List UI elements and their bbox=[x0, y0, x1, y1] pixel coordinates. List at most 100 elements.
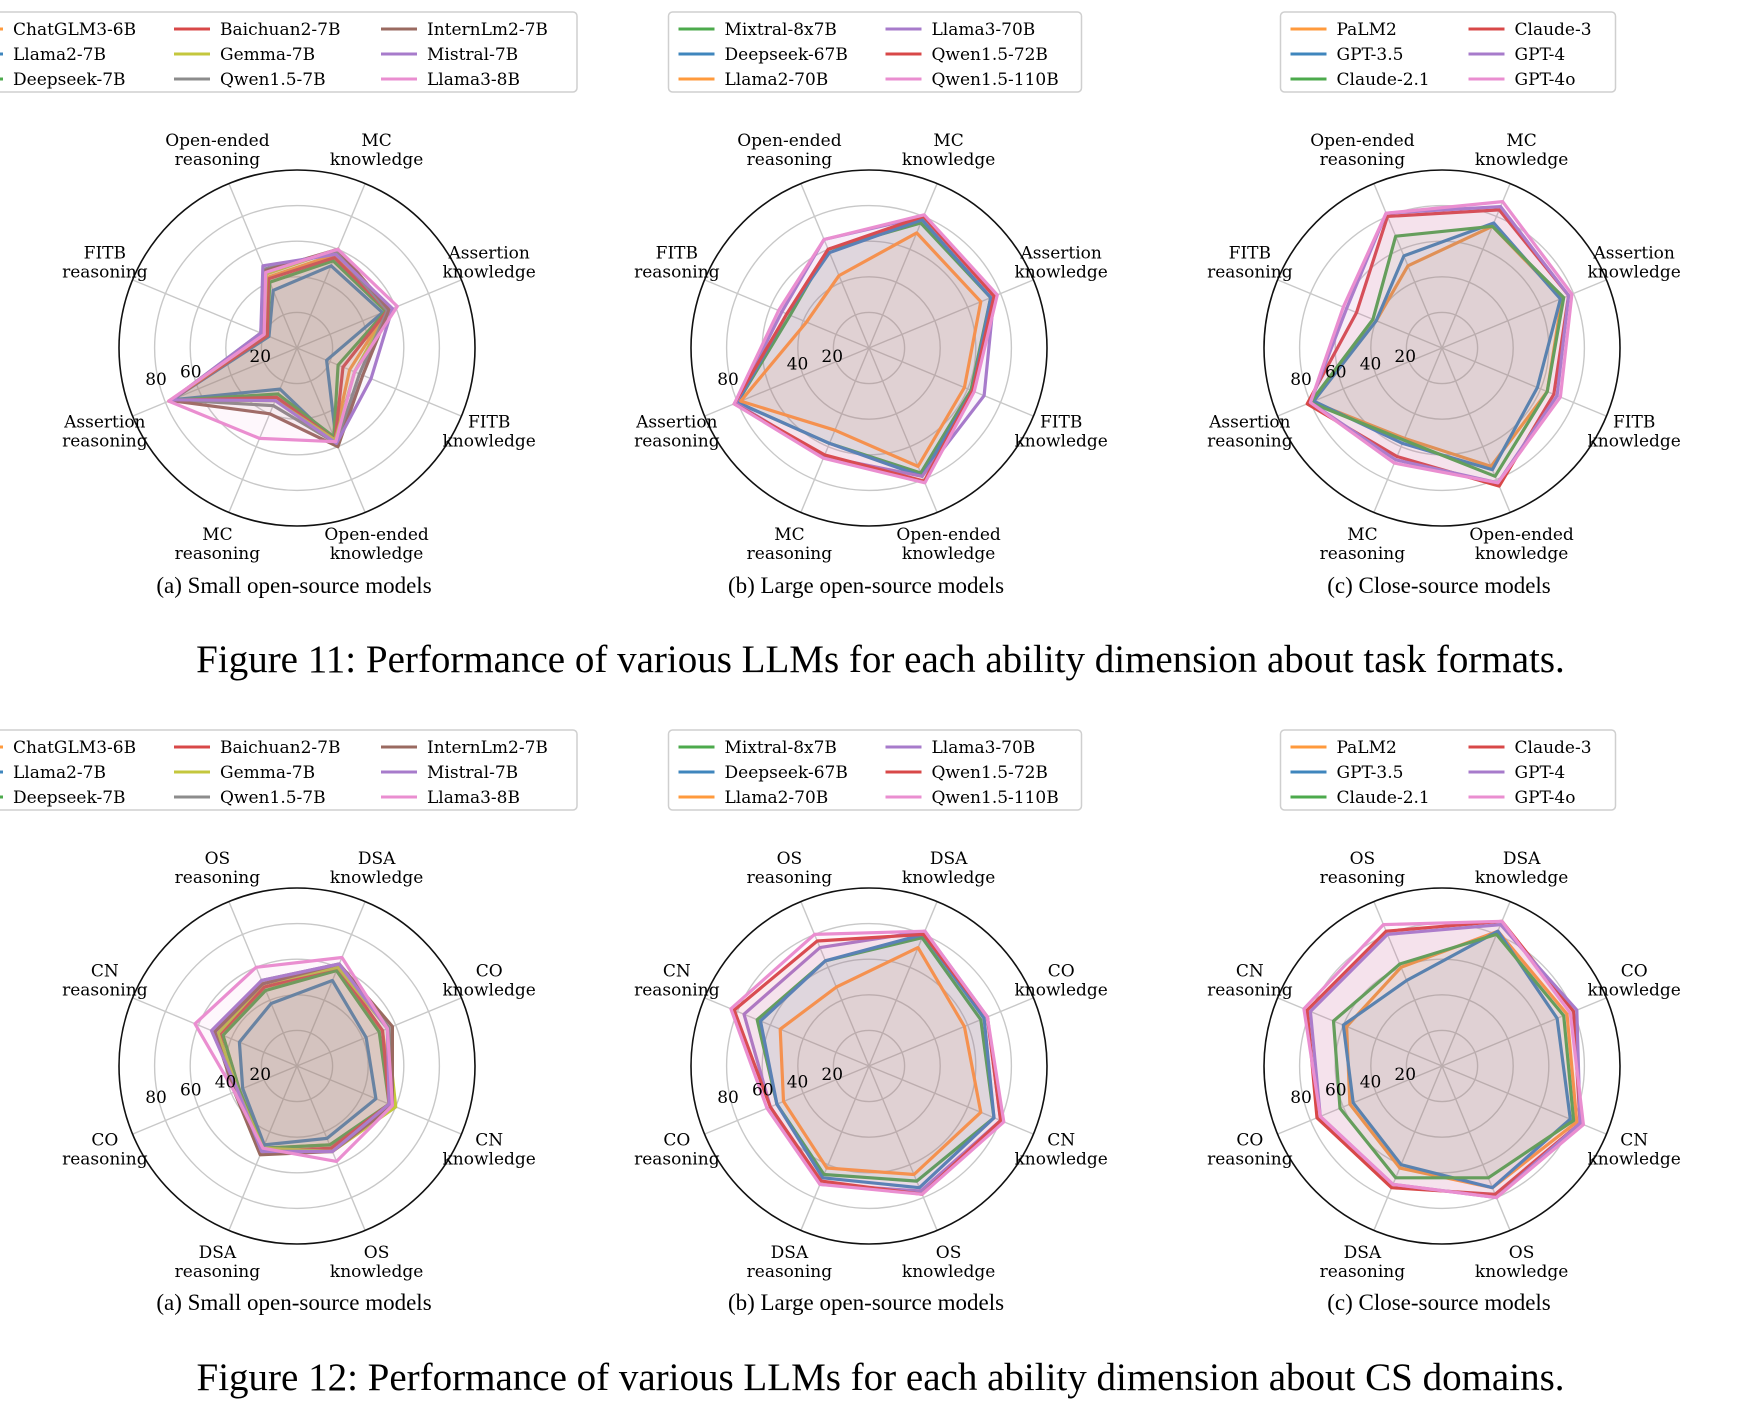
grid-spoke bbox=[1441, 1065, 1511, 1231]
grid-spoke bbox=[868, 997, 1034, 1067]
axis-label-line: reasoning bbox=[747, 1262, 833, 1282]
axis-label: MC knowledge bbox=[330, 131, 423, 170]
legend-label: GPT-4 bbox=[1515, 45, 1566, 65]
r-tick-label: 60 bbox=[180, 362, 202, 382]
r-tick-label: 40 bbox=[1360, 1073, 1382, 1093]
axis-label: CO reasoning bbox=[62, 1131, 148, 1170]
axis-label: OS knowledge bbox=[1475, 1243, 1568, 1282]
axis-label-line: reasoning bbox=[175, 150, 261, 170]
legend-label: Llama2-7B bbox=[13, 763, 106, 783]
r-tick-label: 20 bbox=[1394, 347, 1416, 367]
legend-label: Qwen1.5-7B bbox=[220, 70, 326, 90]
axis-label-line: CO bbox=[1236, 1131, 1263, 1151]
radar-chart-12a: ChatGLM3-6B Llama2-7B Deepseek-7B Baichuan2… bbox=[0, 729, 578, 1315]
axis-label-line: reasoning bbox=[62, 262, 148, 282]
axis-label-line: CN bbox=[475, 1131, 503, 1151]
grid-spoke bbox=[1373, 901, 1443, 1067]
series-Qwen1.5-110B bbox=[732, 213, 999, 485]
outer-ring bbox=[690, 169, 1048, 527]
axis-label-line: knowledge bbox=[1475, 544, 1568, 564]
legend-label: Qwen1.5-110B bbox=[932, 788, 1059, 808]
legend-label: Llama2-70B bbox=[725, 788, 829, 808]
panel-caption: (c) Close-source models bbox=[1327, 1290, 1551, 1315]
axis-label-line: reasoning bbox=[1207, 980, 1293, 1000]
series-GPT-4o bbox=[1308, 200, 1574, 485]
grid-spoke bbox=[132, 347, 298, 417]
outer-ring bbox=[118, 169, 476, 527]
grid-ring bbox=[832, 311, 906, 385]
figure-12-caption: Figure 12: Performance of various LLMs f… bbox=[196, 1356, 1565, 1399]
series-Qwen1.5-110B bbox=[729, 929, 1006, 1196]
legend-label: Llama3-8B bbox=[427, 70, 520, 90]
axis-label: FITB knowledge bbox=[1014, 413, 1107, 452]
panel-caption: (b) Large open-source models bbox=[728, 1290, 1004, 1315]
legend-label: Deepseek-7B bbox=[13, 788, 126, 808]
grid-ring bbox=[1370, 994, 1514, 1138]
series-Llama2-70B bbox=[739, 231, 983, 468]
axis-label: MC reasoning bbox=[1320, 525, 1406, 564]
radar-chart-12c: PaLM2 GPT-3.5 Claude-2.1 Claude-3 GPT-4 GPT-4… bbox=[1207, 729, 1681, 1315]
axis-label-line: OS bbox=[205, 849, 231, 869]
panel-caption: (a) Small open-source models bbox=[156, 573, 431, 598]
axis-label-line: CN bbox=[1047, 1131, 1075, 1151]
grid-ring bbox=[189, 958, 405, 1174]
axis-label-line: reasoning bbox=[62, 432, 148, 452]
panel-caption: (b) Large open-source models bbox=[728, 573, 1004, 598]
series-InternLm2-7B bbox=[213, 962, 394, 1157]
grid-ring bbox=[153, 922, 441, 1210]
grid-spoke bbox=[868, 1065, 1034, 1135]
axis-label-line: Assertion bbox=[635, 413, 717, 433]
outer-ring bbox=[118, 887, 476, 1245]
axis-label-line: knowledge bbox=[442, 432, 535, 452]
series-GPT-3.5 bbox=[1341, 929, 1572, 1190]
axis-label-line: CO bbox=[663, 1131, 690, 1151]
axis-label-line: DSA bbox=[930, 849, 968, 869]
outer-ring bbox=[690, 887, 1048, 1245]
series-Baichuan2-7B bbox=[168, 256, 389, 442]
axis-label: Open-ended reasoning bbox=[737, 131, 842, 170]
grid-spoke bbox=[1441, 347, 1607, 417]
legend-label: Llama2-7B bbox=[13, 45, 106, 65]
r-tick-label: 80 bbox=[717, 1088, 739, 1108]
panel-caption: (c) Close-source models bbox=[1327, 573, 1551, 598]
grid-ring bbox=[1405, 311, 1479, 385]
axis-label: FITB reasoning bbox=[1207, 243, 1293, 282]
axis-label-line: reasoning bbox=[1207, 262, 1293, 282]
axis-label-line: MC bbox=[202, 525, 232, 545]
axis-label-line: Open-ended bbox=[737, 131, 842, 151]
axis-label-line: knowledge bbox=[1014, 980, 1107, 1000]
grid-spoke bbox=[1277, 347, 1443, 417]
axis-label-line: knowledge bbox=[1014, 262, 1107, 282]
series-Llama2-7B bbox=[170, 264, 385, 445]
grid-ring bbox=[797, 276, 941, 420]
series-Llama2-70B bbox=[778, 945, 983, 1177]
legend-label: Mistral-7B bbox=[427, 763, 518, 783]
axis-label-line: OS bbox=[777, 849, 803, 869]
axis-label-line: knowledge bbox=[330, 150, 423, 170]
axis-label-line: reasoning bbox=[747, 150, 833, 170]
grid-spoke bbox=[704, 347, 870, 417]
legend-label: GPT-4 bbox=[1515, 763, 1566, 783]
axis-label: DSA reasoning bbox=[747, 1243, 833, 1282]
axis-label: OS reasoning bbox=[175, 849, 261, 888]
legend-label: GPT-3.5 bbox=[1337, 45, 1404, 65]
axis-label-line: Open-ended bbox=[896, 525, 1001, 545]
legend-label: InternLm2-7B bbox=[427, 20, 548, 40]
r-tick-label: 40 bbox=[215, 1073, 237, 1093]
axis-label-line: knowledge bbox=[1587, 432, 1680, 452]
grid-spoke bbox=[296, 901, 366, 1067]
axis-label: FITB reasoning bbox=[634, 243, 720, 282]
grid-ring bbox=[260, 1029, 334, 1103]
axis-label: MC reasoning bbox=[175, 525, 261, 564]
grid-ring bbox=[1370, 276, 1514, 420]
legend-label: ChatGLM3-6B bbox=[13, 20, 136, 40]
axis-label-line: reasoning bbox=[747, 868, 833, 888]
series-Mistral-7B bbox=[170, 252, 394, 445]
axis-label-line: knowledge bbox=[1014, 1150, 1107, 1170]
axis-label-line: CN bbox=[1620, 1131, 1648, 1151]
r-tick-label: 40 bbox=[787, 1073, 809, 1093]
axis-label-line: knowledge bbox=[330, 1262, 423, 1282]
axis-label-line: CN bbox=[663, 961, 691, 981]
grid-spoke bbox=[296, 1065, 462, 1135]
axis-label: CN knowledge bbox=[1587, 1131, 1680, 1170]
